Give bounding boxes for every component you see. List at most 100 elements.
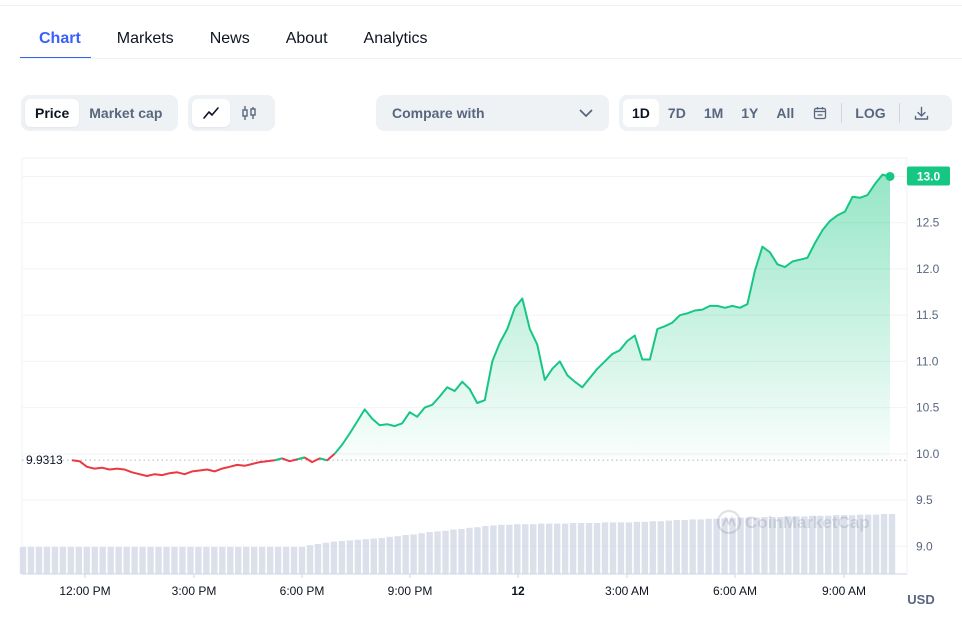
volume-bar	[346, 540, 354, 574]
y-tick-label: 12.0	[916, 262, 940, 276]
volume-bar	[888, 514, 896, 574]
range-7d-button[interactable]: 7D	[667, 105, 686, 121]
range-1d-button[interactable]: 1D	[623, 99, 659, 127]
y-tick-label: 9.5	[916, 493, 933, 507]
volume-bar	[689, 519, 696, 574]
y-tick-label: 11.0	[916, 354, 939, 368]
volume-bar	[713, 518, 720, 574]
volume-bar	[155, 547, 162, 574]
log-scale-button[interactable]: LOG	[855, 105, 886, 121]
download-button[interactable]	[904, 99, 939, 127]
tab-news[interactable]: News	[209, 30, 250, 47]
tab-chart[interactable]: Chart	[20, 24, 91, 59]
line-chart-icon	[203, 107, 219, 119]
price-line-down	[71, 453, 336, 477]
download-icon	[914, 106, 928, 120]
currency-unit-label: USD	[907, 592, 934, 607]
price-chart[interactable]: 13.0 12.5 12.0 11.5 11.0 10.5 10.0 9.5 9.0 12:00 …	[0, 150, 962, 636]
volume-bar	[753, 517, 760, 574]
volume-bar	[27, 547, 35, 574]
volume-bar	[856, 514, 864, 574]
volume-bar	[809, 515, 816, 574]
last-price-label: 13.0	[917, 169, 941, 183]
logo-mark	[722, 515, 736, 527]
volume-bar	[131, 547, 138, 574]
volume-bar	[553, 523, 561, 574]
price-area-fill	[334, 174, 890, 461]
volume-bar	[506, 524, 513, 574]
volume-bar	[99, 547, 106, 574]
volume-bar	[338, 541, 346, 574]
volume-bar	[777, 517, 784, 574]
price-button[interactable]: Price	[25, 99, 80, 127]
candlestick-button[interactable]	[230, 99, 268, 127]
volume-bar	[282, 547, 290, 574]
x-tick-label: 6:00 AM	[713, 584, 757, 598]
toolbar-divider	[841, 103, 843, 123]
candlestick-icon	[242, 106, 256, 120]
volume-bar	[561, 523, 569, 574]
volume-bar	[91, 547, 98, 574]
volume-bar	[609, 522, 617, 574]
y-tick-label: 12.5	[916, 216, 940, 230]
toolbar-divider	[898, 103, 900, 123]
volume-bar	[51, 547, 59, 574]
range-1m-button[interactable]: 1M	[703, 105, 724, 121]
range-toolbar: 1D 7D 1M 1Y All LOG	[619, 95, 952, 131]
volume-bar	[673, 520, 680, 574]
x-tick-label: 9:00 AM	[822, 584, 866, 598]
range-all-button[interactable]: All	[776, 105, 795, 121]
tabs-divider	[20, 58, 962, 59]
metric-toggle: Price Market cap	[21, 95, 178, 131]
volume-bar	[147, 547, 154, 574]
volume-bar	[498, 524, 505, 574]
x-tick-label: 9:00 PM	[388, 584, 433, 598]
section-tabs: Chart Markets News About Analytics	[20, 24, 464, 59]
volume-bar	[227, 547, 234, 574]
volume-bar	[705, 518, 712, 574]
volume-bar	[474, 527, 481, 574]
volume-bar	[530, 524, 537, 574]
volume-bar	[825, 515, 832, 574]
y-tick-label: 10.5	[916, 401, 940, 415]
volume-bar	[697, 519, 704, 574]
tab-markets[interactable]: Markets	[116, 30, 174, 47]
line-chart-button[interactable]	[192, 99, 230, 127]
volume-bar	[737, 517, 744, 574]
volume-bar	[394, 536, 401, 574]
volume-bar	[107, 547, 114, 574]
compare-select[interactable]: Compare with	[376, 95, 609, 131]
price-area	[334, 174, 890, 461]
volume-bar	[298, 547, 306, 574]
calendar-button[interactable]	[803, 99, 837, 127]
volume-bar	[179, 547, 186, 574]
volume-bar	[593, 523, 601, 574]
volume-bar	[817, 515, 824, 574]
market-cap-button[interactable]: Market cap	[89, 105, 163, 121]
volume-bar	[880, 514, 888, 574]
price-line-up	[333, 173, 891, 455]
range-1y-button[interactable]: 1Y	[741, 105, 759, 121]
volume-bar	[59, 547, 67, 574]
volume-bar	[67, 547, 75, 574]
volume-bar	[187, 547, 194, 574]
volume-bar	[545, 523, 553, 574]
coinmarketcap-logo-icon	[716, 509, 742, 535]
volume-bar	[266, 547, 274, 574]
volume-bar	[418, 533, 425, 574]
volume-bar	[442, 530, 449, 574]
volume-bar	[354, 539, 362, 574]
price-line	[71, 171, 895, 477]
volume-bar	[434, 531, 441, 574]
volume-bar	[219, 547, 226, 574]
watermark-text: CoinMarketCap	[745, 513, 870, 532]
volume-bar	[123, 547, 130, 574]
calendar-icon	[814, 107, 827, 120]
volume-bar	[801, 516, 808, 574]
volume-bar	[522, 524, 529, 574]
price-chart-svg[interactable]: 13.0 12.5 12.0 11.5 11.0 10.5 10.0 9.5 9.0 12:00 …	[0, 150, 962, 636]
tab-about[interactable]: About	[285, 30, 328, 47]
tab-analytics[interactable]: Analytics	[363, 30, 428, 47]
x-tick-label: 12	[511, 584, 525, 598]
volume-bar	[83, 547, 90, 574]
